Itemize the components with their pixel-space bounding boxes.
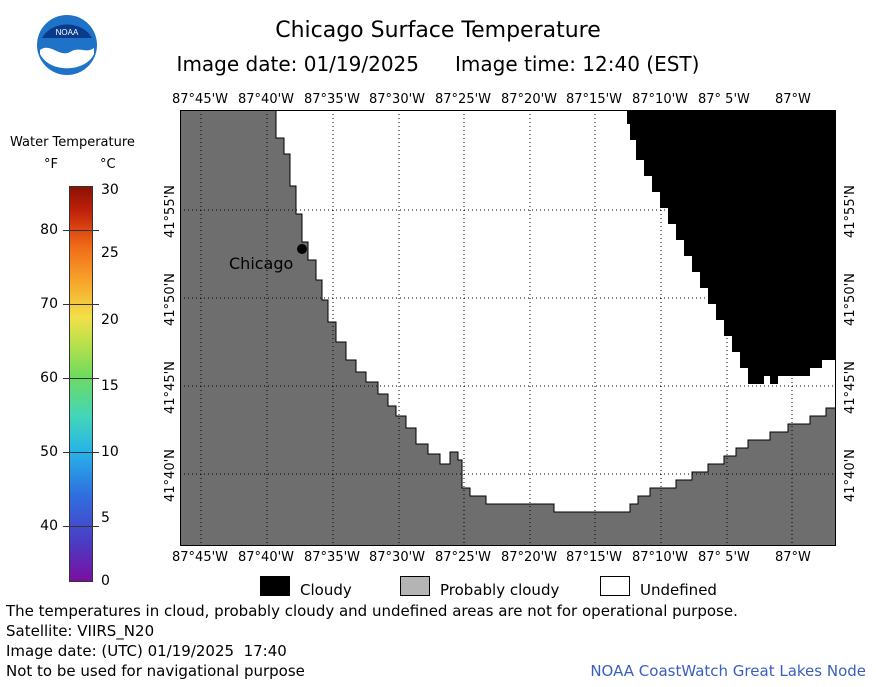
colorbar-tick (63, 526, 99, 527)
lon-label-bottom: 87°15'W (566, 550, 623, 565)
image-time: Image time: 12:40 (EST) (455, 52, 700, 76)
colorbar-tick (63, 452, 99, 453)
chicago-marker (297, 244, 307, 254)
lon-label-top: 87°20'W (501, 92, 558, 107)
f-tick-label: 70 (40, 296, 58, 312)
disclaimer-text: The temperatures in cloud, probably clou… (6, 602, 738, 620)
noaa-logo: NOAA (36, 14, 98, 76)
lon-label-bottom: 87°45'W (172, 550, 229, 565)
f-tick-label: 50 (40, 444, 58, 460)
lon-label-bottom: 87°10'W (632, 550, 689, 565)
fahrenheit-unit: °F (44, 157, 58, 172)
lon-label-top: 87°35'W (304, 92, 361, 107)
cloudy-swatch (260, 576, 290, 596)
lon-label-top: 87°30'W (369, 92, 426, 107)
cloudy-label: Cloudy (300, 581, 352, 599)
lon-label-bottom: 87°35'W (304, 550, 361, 565)
utc-date-text: Image date: (UTC) 01/19/2025 17:40 (6, 642, 287, 660)
colorbar-title: Water Temperature (10, 135, 135, 150)
c-tick-label: 20 (101, 312, 119, 328)
temperature-map: Chicago (179, 109, 837, 547)
lat-label-left: 41°45'N (163, 361, 178, 414)
lat-label-left: 41°40'N (163, 449, 178, 502)
temperature-colorbar (69, 186, 93, 582)
lat-label-right: 41°50'N (843, 273, 858, 326)
f-tick-label: 80 (40, 222, 58, 238)
lon-label-top: 87°W (775, 92, 811, 107)
lon-label-top: 87°40'W (238, 92, 295, 107)
lon-label-top: 87°10'W (632, 92, 689, 107)
c-tick-label: 15 (101, 378, 119, 394)
chicago-label: Chicago (229, 254, 293, 273)
logo-bird (42, 24, 92, 38)
lon-label-bottom: 87°20'W (501, 550, 558, 565)
graticule (180, 110, 836, 546)
colorbar-tick (63, 304, 99, 305)
lon-label-top: 87°45'W (172, 92, 229, 107)
logo-wave (40, 47, 94, 69)
lon-label-top: 87° 5'W (698, 92, 750, 107)
lon-label-bottom: 87°30'W (369, 550, 426, 565)
lat-label-right: 41°40'N (843, 449, 858, 502)
probably-cloudy-swatch (400, 576, 430, 596)
lon-label-top: 87°25'W (435, 92, 492, 107)
logo-text: NOAA (56, 28, 79, 37)
colorbar-tick (63, 378, 99, 379)
cloudy-area (627, 110, 836, 384)
f-tick-label: 40 (40, 518, 58, 534)
lat-label-left: 41°50'N (163, 273, 178, 326)
lon-label-bottom: 87°W (775, 550, 811, 565)
undefined-label: Undefined (640, 581, 717, 599)
image-date: Image date: 01/19/2025 (176, 52, 420, 76)
page-title: Chicago Surface Temperature (275, 18, 601, 43)
navigation-warning: Not to be used for navigational purpose (6, 662, 305, 680)
satellite-text: Satellite: VIIRS_N20 (6, 622, 155, 640)
map-frame (180, 110, 836, 546)
f-tick-label: 60 (40, 370, 58, 386)
celsius-unit: °C (100, 157, 116, 172)
credit-text: NOAA CoastWatch Great Lakes Node (590, 662, 866, 680)
c-tick-label: 25 (101, 245, 119, 261)
lon-label-top: 87°15'W (566, 92, 623, 107)
c-tick-label: 5 (101, 510, 110, 526)
undefined-swatch (600, 576, 630, 596)
lon-label-bottom: 87° 5'W (698, 550, 750, 565)
land-west (179, 109, 837, 547)
lat-label-right: 41°55'N (843, 185, 858, 238)
lat-label-right: 41°45'N (843, 361, 858, 414)
probably-cloudy-label: Probably cloudy (440, 581, 560, 599)
c-tick-label: 0 (101, 573, 110, 589)
lon-label-bottom: 87°25'W (435, 550, 492, 565)
image-datetime: Image date: 01/19/2025 Image time: 12:40 … (0, 52, 876, 76)
lat-label-left: 41°55'N (163, 185, 178, 238)
c-tick-label: 30 (101, 182, 119, 198)
c-tick-label: 10 (101, 444, 119, 460)
colorbar-tick (63, 230, 99, 231)
lon-label-bottom: 87°40'W (238, 550, 295, 565)
